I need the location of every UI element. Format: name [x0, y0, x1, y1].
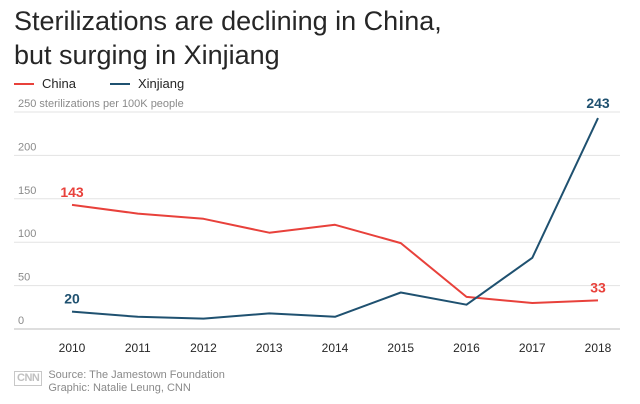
x-tick-label-2018: 2018 — [585, 341, 612, 355]
footer: CNN Source: The Jamestown Foundation Gra… — [14, 369, 225, 395]
legend-swatch-china — [14, 82, 34, 85]
legend-label-xinjiang: Xinjiang — [137, 76, 185, 91]
y-tick-label-250: 250 sterilizations per 100K people — [18, 98, 184, 110]
x-tick-label-2016: 2016 — [453, 341, 480, 355]
data-label-xinjiang-2018: 243 — [586, 95, 610, 111]
x-tick-label-2012: 2012 — [190, 341, 217, 355]
y-tick-label-200: 200 — [18, 141, 36, 153]
legend-item-xinjiang: Xinjiang — [109, 76, 185, 91]
chart-title-line-2: but surging in Xinjiang — [14, 40, 280, 70]
credit-text: Graphic: Natalie Leung, CNN — [48, 382, 191, 394]
x-tick-label-2013: 2013 — [256, 341, 283, 355]
footer-text: Source: The Jamestown Foundation Graphic… — [48, 369, 225, 395]
x-tick-label-2015: 2015 — [387, 341, 414, 355]
source-text: Source: The Jamestown Foundation — [48, 369, 225, 381]
x-tick-label-2017: 2017 — [519, 341, 546, 355]
data-label-china-2010: 143 — [60, 184, 84, 200]
series-line-china — [71, 203, 599, 304]
legend-swatch-xinjiang — [109, 82, 130, 85]
data-label-xinjiang-2010: 20 — [64, 291, 80, 307]
y-tick-label-100: 100 — [18, 228, 36, 240]
legend-label-china: China — [42, 76, 76, 91]
y-tick-label-150: 150 — [18, 185, 36, 197]
legend-item-china: China — [14, 76, 76, 91]
x-tick-label-2010: 2010 — [59, 341, 86, 355]
data-label-china-2018: 33 — [590, 279, 606, 295]
y-tick-label-50: 50 — [18, 272, 30, 284]
x-tick-label-2014: 2014 — [322, 341, 349, 355]
series-line-xinjiang — [71, 117, 599, 320]
y-tick-label-0: 0 — [18, 315, 24, 327]
cnn-logo: CNN — [14, 371, 43, 386]
legend: China Xinjiang — [14, 76, 184, 91]
x-tick-label-2011: 2011 — [125, 341, 151, 355]
chart-title: Sterilizations are declining in China, b… — [14, 4, 614, 72]
chart-title-line-1: Sterilizations are declining in China, — [14, 6, 442, 36]
